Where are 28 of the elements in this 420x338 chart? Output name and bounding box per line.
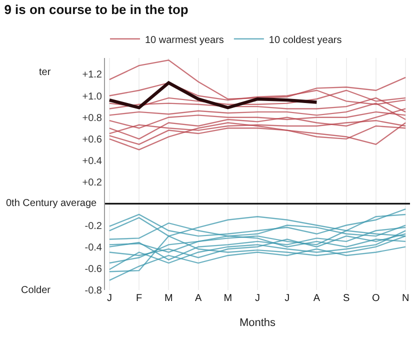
y-tick-label: +0.6 [82,134,102,146]
text: ter [39,67,52,78]
x-axis-title: Months [239,317,276,330]
y-tick-label: -0.2 [84,220,102,232]
x-tick-label: A [194,293,202,304]
x-tick-label: S [342,293,350,304]
y-tick-label: +1.2 [82,70,102,81]
x-tick-label: J [284,293,290,304]
legend-label: 10 warmest years [145,34,224,46]
y-tick-label: -0.8 [84,286,102,296]
chart-title: 9 is on course to be in the top [4,2,188,18]
legend-label: 10 coldest years [268,34,342,46]
x-tick-label: M [164,293,173,304]
x-tick-label: J [106,293,112,304]
x-tick-label: O [372,293,380,304]
y-tick-label: +0.8 [82,112,102,124]
ref-line-label: 0th Century average [6,198,98,209]
x-tick-label: M [224,293,232,304]
y-tick-label: +0.2 [82,178,102,189]
y-tick-label: +1.0 [82,91,102,102]
text: Colder [21,285,52,296]
x-tick-label: J [255,293,260,304]
x-tick-label: A [313,293,320,304]
x-tick-label: F [136,293,142,304]
y-tick-label: -0.4 [84,242,102,254]
x-tick-label: N [402,293,410,304]
y-tick-label: +0.4 [82,156,102,168]
y-tick-label: -0.6 [84,264,102,275]
